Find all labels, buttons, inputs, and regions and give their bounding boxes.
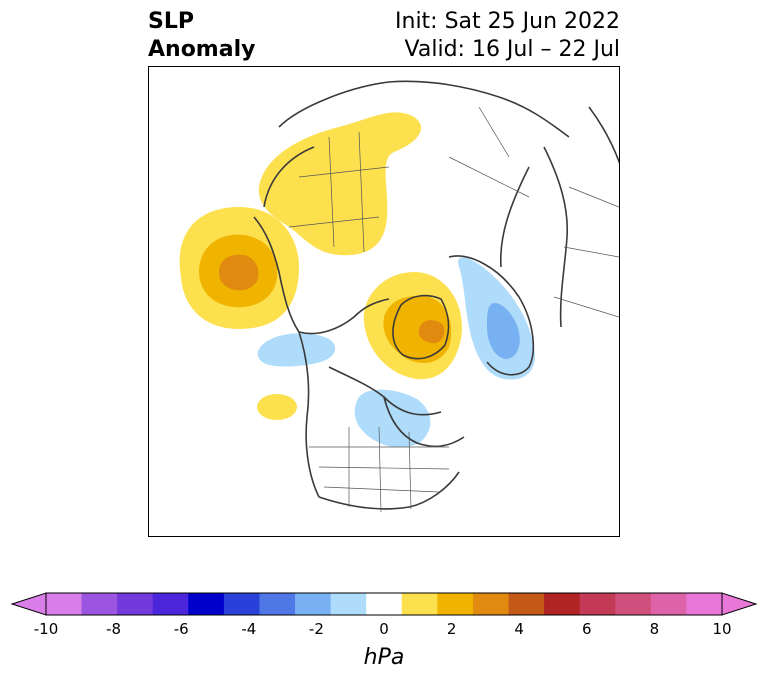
title-variable: SLP <box>148 9 194 34</box>
colorbar <box>10 592 758 616</box>
anomaly-north-pacific <box>179 207 299 329</box>
colorbar-cell <box>117 593 154 615</box>
colorbar-tick-label: -6 <box>173 620 189 638</box>
colorbar-over-arrow <box>721 592 758 616</box>
colorbar-cell <box>295 593 332 615</box>
colorbar-cell <box>615 593 652 615</box>
colorbar-cell <box>472 593 510 615</box>
colorbar-cell <box>401 593 438 615</box>
colorbar-tick-label: 6 <box>582 620 592 638</box>
init-date-label: Init: Sat 25 Jun 2022 <box>395 9 620 34</box>
colorbar-tick-labels: -10 -8 -6 -4 -2 0 2 4 6 8 10 <box>0 620 768 640</box>
anomaly-siberia <box>258 112 422 256</box>
colorbar-cell <box>223 593 260 615</box>
colorbar-cell <box>508 593 545 615</box>
map-panel <box>148 66 620 537</box>
anomaly-alaska <box>257 333 336 367</box>
colorbar-tick-label: 10 <box>712 620 732 638</box>
date-block: Init: Sat 25 Jun 2022 Valid: 16 Jul – 22… <box>395 8 620 64</box>
title-block: SLP Anomaly <box>148 8 255 64</box>
colorbar-tick-label: -4 <box>241 620 257 638</box>
anomaly-scandinavia <box>458 257 535 380</box>
colorbar-cell <box>152 593 189 615</box>
colorbar-tick-label: 8 <box>649 620 660 638</box>
colorbar-cells <box>46 593 723 615</box>
colorbar-cell <box>366 593 403 615</box>
political-borders <box>288 106 619 513</box>
colorbar-cell <box>330 593 367 615</box>
colorbar-outline <box>45 592 723 616</box>
colorbar-cell <box>544 593 581 615</box>
colorbar-unit-label: hPa <box>363 645 405 670</box>
colorbar-tick-label: -8 <box>106 620 122 638</box>
colorbar-cell <box>188 593 225 615</box>
colorbar-cell <box>437 593 474 615</box>
colorbar-tick-label: -10 <box>33 620 59 638</box>
colorbar-cell <box>46 593 83 615</box>
anomaly-greenland <box>363 272 462 380</box>
colorbar-cell <box>686 593 723 615</box>
colorbar-cell <box>259 593 296 615</box>
anomaly-northeast-pacific <box>257 394 297 420</box>
colorbar-cell <box>579 593 616 615</box>
colorbar-tick-label: 2 <box>446 620 457 638</box>
colorbar-cell <box>81 593 118 615</box>
colorbar-tick-label: 4 <box>514 620 524 638</box>
valid-date-label: Valid: 16 Jul – 22 Jul <box>404 37 620 62</box>
colorbar-tick-label: 0 <box>379 620 389 638</box>
colorbar-cell <box>650 593 687 615</box>
colorbar-tick-label: -2 <box>308 620 324 638</box>
colorbar-under-arrow <box>10 592 47 616</box>
title-anomaly: Anomaly <box>148 37 256 62</box>
coastlines <box>253 80 619 510</box>
map-svg <box>179 80 619 513</box>
